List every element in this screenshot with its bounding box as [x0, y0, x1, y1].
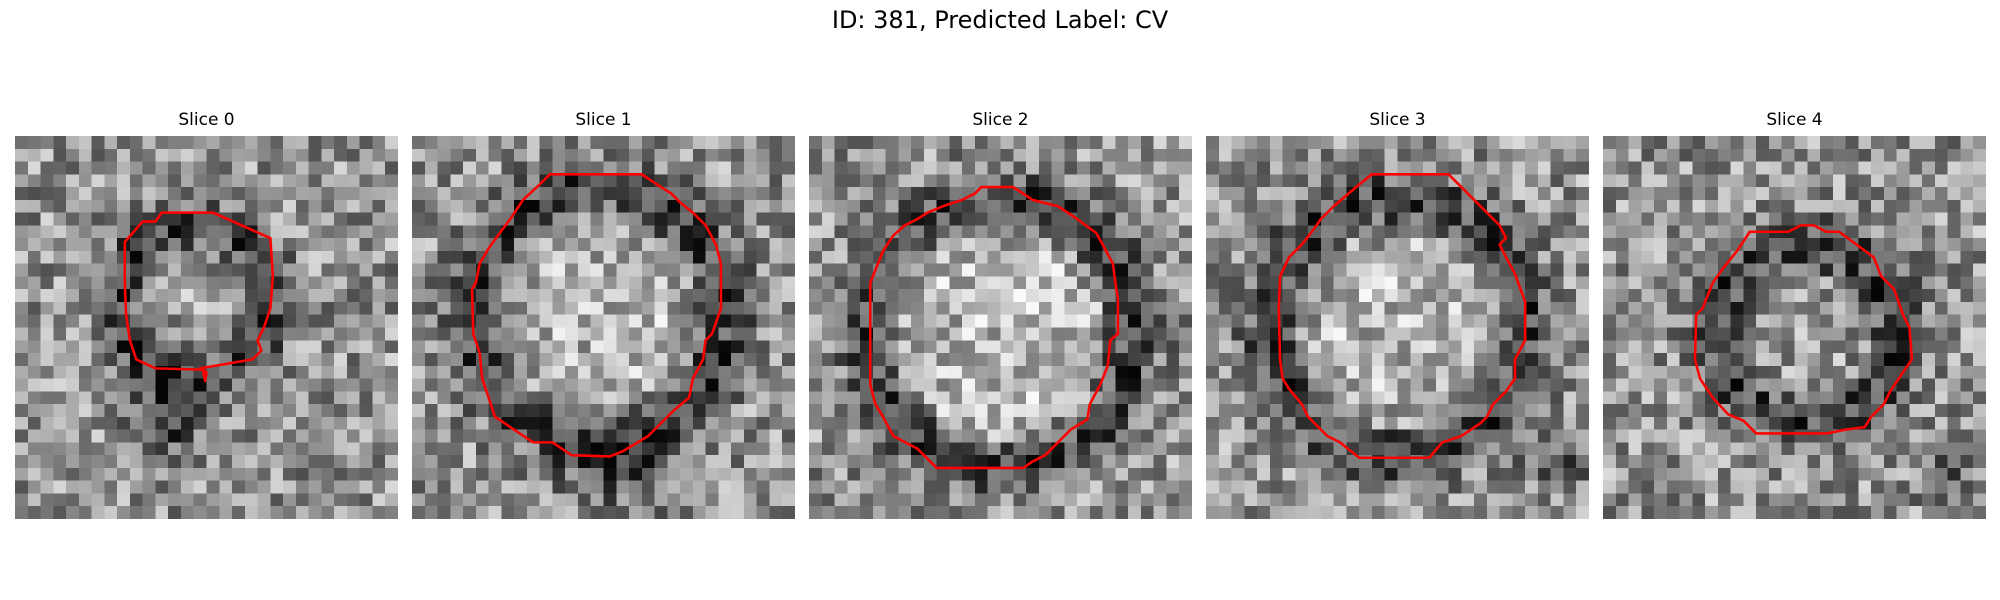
slice-panel-1: Slice 1 — [412, 108, 795, 519]
contour-outline — [869, 185, 1120, 470]
slice-title: Slice 4 — [1766, 110, 1823, 130]
slice-panel-0: Slice 0 — [15, 108, 398, 519]
slice-image — [809, 136, 1192, 519]
contour-outline — [1693, 224, 1914, 435]
slice-panel-4: Slice 4 — [1603, 108, 1986, 519]
slice-image — [412, 136, 795, 519]
figure-title: ID: 381, Predicted Label: CV — [831, 6, 1169, 34]
contour-outline — [1277, 173, 1527, 459]
slice-image — [1206, 136, 1589, 519]
contour-outline — [470, 173, 723, 458]
slice-image — [1603, 136, 1986, 519]
slice-title: Slice 0 — [178, 110, 235, 130]
slice-title: Slice 3 — [1369, 110, 1426, 130]
contour-outline — [123, 211, 275, 383]
slice-panel-3: Slice 3 — [1206, 108, 1589, 519]
slice-title: Slice 2 — [972, 110, 1029, 130]
slice-image — [15, 136, 398, 519]
slice-panel-2: Slice 2 — [809, 108, 1192, 519]
slice-title: Slice 1 — [575, 110, 632, 130]
